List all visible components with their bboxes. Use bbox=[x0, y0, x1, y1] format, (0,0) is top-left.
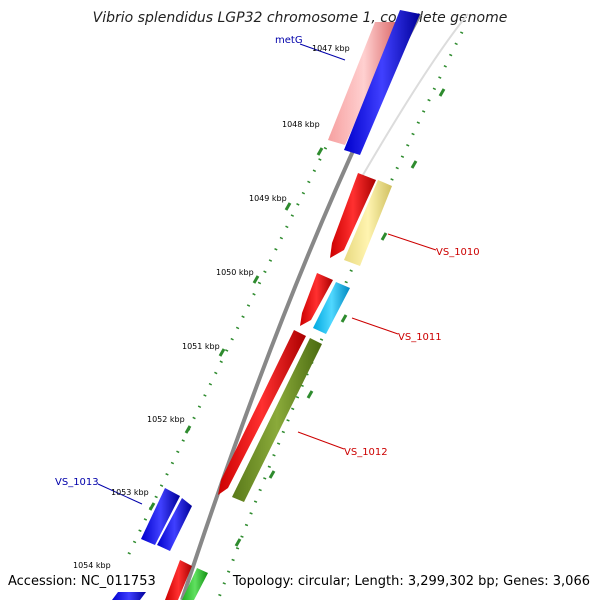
gene-label-VS_1013[interactable]: VS_1013 bbox=[55, 477, 99, 488]
leader-line-VS_1013 bbox=[97, 483, 143, 505]
major-tick bbox=[218, 348, 226, 357]
scale-tick-label: 1047 kbp bbox=[312, 44, 350, 53]
leader-line-VS_1010 bbox=[387, 233, 437, 251]
major-tick bbox=[252, 275, 260, 284]
backbone-ring bbox=[180, 13, 422, 600]
gene-feature-VS_1010-red[interactable] bbox=[330, 173, 376, 258]
gene-label-VS_1010[interactable]: VS_1010 bbox=[436, 247, 480, 258]
gene-feature-blue-bottom[interactable] bbox=[112, 592, 146, 600]
major-tick bbox=[380, 232, 388, 241]
leader-line-metG bbox=[299, 43, 346, 61]
genome-summary-text: Topology: circular; Length: 3,299,302 bp… bbox=[232, 574, 590, 589]
outer-ring bbox=[359, 13, 469, 181]
major-tick bbox=[438, 88, 446, 97]
scale-tick-label: 1053 kbp bbox=[111, 488, 149, 497]
major-tick bbox=[306, 390, 314, 399]
major-tick bbox=[148, 502, 156, 511]
major-tick bbox=[410, 160, 418, 169]
major-tick bbox=[340, 314, 348, 323]
gene-feature-VS_1013-blue-1[interactable] bbox=[141, 488, 180, 545]
gene-feature-VS_1010-yellow[interactable] bbox=[344, 180, 392, 266]
scale-tick-label: 1050 kbp bbox=[216, 268, 254, 277]
leader-lines bbox=[97, 43, 437, 505]
scale-tick-label: 1052 kbp bbox=[147, 415, 185, 424]
major-tick bbox=[268, 470, 276, 479]
major-ticks bbox=[148, 88, 446, 547]
scale-tick-label: 1051 kbp bbox=[182, 342, 220, 351]
major-tick bbox=[284, 202, 292, 211]
gene-feature-green-bottom[interactable] bbox=[182, 568, 208, 600]
gene-label-VS_1011[interactable]: VS_1011 bbox=[398, 332, 442, 343]
gene-feature-VS_1012-red[interactable] bbox=[218, 330, 306, 495]
leader-line-VS_1012 bbox=[297, 431, 345, 450]
scale-tick-label: 1049 kbp bbox=[249, 194, 287, 203]
major-tick bbox=[316, 147, 324, 156]
gene-feature-metG-blue[interactable] bbox=[344, 10, 420, 155]
gene-feature-red-bottom[interactable] bbox=[165, 560, 192, 600]
gene-feature-VS_1013-blue-2[interactable] bbox=[157, 498, 192, 551]
gene-feature-VS_1011-cyan[interactable] bbox=[313, 282, 350, 334]
gene-feature-VS_1011-red[interactable] bbox=[300, 273, 333, 326]
leader-line-VS_1011 bbox=[351, 317, 399, 335]
major-tick bbox=[234, 538, 242, 547]
major-tick bbox=[184, 425, 192, 434]
scale-tick-label: 1054 kbp bbox=[73, 561, 111, 570]
scale-tick-label: 1048 kbp bbox=[282, 120, 320, 129]
gene-label-metG[interactable]: metG bbox=[275, 35, 303, 46]
accession-text: Accession: NC_011753 bbox=[8, 574, 156, 589]
gene-feature-metG-pink[interactable] bbox=[328, 22, 400, 145]
gene-label-VS_1012[interactable]: VS_1012 bbox=[344, 447, 388, 458]
gene-feature-VS_1012-olive[interactable] bbox=[232, 338, 322, 502]
